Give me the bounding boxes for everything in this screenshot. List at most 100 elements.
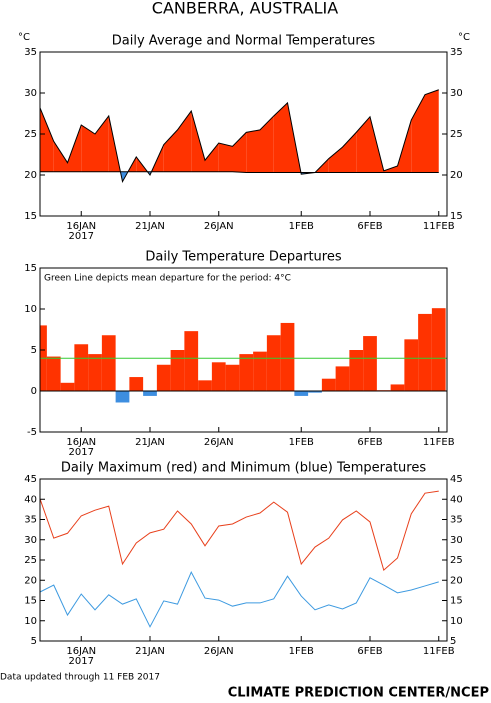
bar bbox=[74, 344, 89, 391]
area-fill bbox=[218, 143, 233, 172]
y-tick-label: 15 bbox=[24, 263, 37, 274]
x-tick-label: 16JAN bbox=[66, 646, 96, 657]
bar bbox=[184, 331, 199, 391]
y-tick-label: -5 bbox=[27, 427, 37, 438]
bar bbox=[418, 313, 432, 391]
y2-tick-label: 35 bbox=[450, 515, 463, 526]
y-tick-label: 15 bbox=[24, 211, 37, 222]
bar bbox=[60, 382, 75, 391]
y-label: °C bbox=[18, 32, 30, 43]
y-tick-label: 35 bbox=[24, 515, 37, 526]
y-tick-label: 15 bbox=[24, 596, 37, 607]
y2-tick-label: 15 bbox=[450, 596, 463, 607]
x-tick-label: 6FEB bbox=[357, 221, 382, 232]
y-tick-label: 30 bbox=[24, 535, 37, 546]
x-tick-label: 26JAN bbox=[204, 221, 234, 232]
bar bbox=[211, 362, 226, 391]
y-tick-label: 0 bbox=[31, 386, 37, 397]
area-fill bbox=[205, 143, 219, 172]
data-line bbox=[40, 89, 439, 183]
bar bbox=[253, 351, 267, 391]
y-tick-label: 25 bbox=[24, 555, 37, 566]
area-fill bbox=[108, 115, 121, 172]
y2-tick-label: 30 bbox=[450, 88, 463, 99]
year-label: 2017 bbox=[69, 231, 94, 242]
bar bbox=[239, 354, 254, 391]
area-fill bbox=[177, 111, 192, 172]
bar bbox=[156, 364, 171, 391]
data-line bbox=[40, 490, 439, 572]
bar bbox=[225, 364, 240, 391]
area-fill bbox=[260, 115, 274, 173]
bar bbox=[363, 336, 377, 391]
y2-tick-label: 20 bbox=[450, 575, 463, 586]
y2-tick-label: 20 bbox=[450, 170, 463, 181]
area-fill bbox=[356, 116, 370, 173]
bar bbox=[390, 384, 405, 391]
y2-tick-label: 35 bbox=[450, 47, 463, 58]
y-tick-label: 5 bbox=[31, 345, 37, 356]
credit: CLIMATE PREDICTION CENTER/NCEP bbox=[228, 686, 489, 701]
y2-tick-label: 40 bbox=[450, 494, 463, 505]
area-fill bbox=[81, 124, 95, 172]
plot bbox=[40, 89, 439, 183]
y-tick-label: 30 bbox=[24, 88, 37, 99]
frame bbox=[39, 51, 448, 217]
area-fill bbox=[53, 141, 68, 172]
x-tick-label: 26JAN bbox=[204, 646, 234, 657]
bar bbox=[404, 339, 419, 391]
year-label: 2017 bbox=[69, 656, 94, 667]
bar bbox=[46, 356, 61, 391]
annotation: Green Line depicts mean departure for th… bbox=[44, 274, 291, 284]
y2-tick-label: 30 bbox=[450, 535, 463, 546]
frame bbox=[39, 478, 448, 642]
update-note: Data updated through 11 FEB 2017 bbox=[0, 673, 160, 683]
area-fill bbox=[163, 129, 178, 172]
bar bbox=[101, 335, 116, 391]
year-label: 2017 bbox=[69, 447, 94, 458]
y-tick-label: 20 bbox=[24, 170, 37, 181]
y2-tick-label: 5 bbox=[450, 636, 456, 647]
y-tick-label: 10 bbox=[24, 304, 37, 315]
area-fill bbox=[191, 111, 205, 172]
x-tick-label: 16JAN bbox=[66, 221, 96, 232]
x-tick-label: 16JAN bbox=[66, 437, 96, 448]
y2-tick-label: 45 bbox=[450, 474, 463, 485]
x-tick-label: 6FEB bbox=[357, 646, 382, 657]
y-tick-label: 10 bbox=[24, 616, 37, 627]
plot bbox=[40, 308, 447, 403]
frame bbox=[39, 267, 448, 433]
bar bbox=[321, 378, 336, 391]
y-tick-label: 5 bbox=[31, 636, 37, 647]
y-tick-label: 25 bbox=[24, 129, 37, 140]
x-tick-label: 11FEB bbox=[423, 437, 455, 448]
bar bbox=[170, 350, 185, 391]
bar bbox=[280, 322, 295, 391]
x-tick-label: 6FEB bbox=[357, 437, 382, 448]
x-tick-label: 11FEB bbox=[423, 221, 455, 232]
bar bbox=[431, 308, 446, 391]
x-tick-label: 1FEB bbox=[289, 646, 314, 657]
data-line bbox=[40, 171, 439, 174]
y-tick-label: 45 bbox=[24, 474, 37, 485]
x-tick-label: 1FEB bbox=[289, 221, 314, 232]
y2-label: °C bbox=[458, 32, 470, 43]
y-tick-label: 20 bbox=[24, 575, 37, 586]
panel-title: Daily Temperature Departures bbox=[145, 250, 341, 265]
bar bbox=[294, 391, 309, 396]
area-fill bbox=[273, 102, 288, 173]
area-fill bbox=[342, 132, 357, 173]
x-tick-label: 26JAN bbox=[204, 437, 234, 448]
area-fill bbox=[232, 132, 247, 173]
x-tick-label: 21JAN bbox=[135, 646, 165, 657]
y-tick-label: 40 bbox=[24, 494, 37, 505]
bar bbox=[266, 335, 281, 391]
area-fill bbox=[246, 129, 260, 173]
bar bbox=[349, 350, 364, 391]
bar bbox=[115, 391, 130, 403]
bar bbox=[129, 377, 144, 391]
y2-tick-label: 25 bbox=[450, 555, 463, 566]
panel-title: Daily Maximum (red) and Minimum (blue) T… bbox=[61, 461, 426, 476]
bar bbox=[143, 391, 157, 396]
